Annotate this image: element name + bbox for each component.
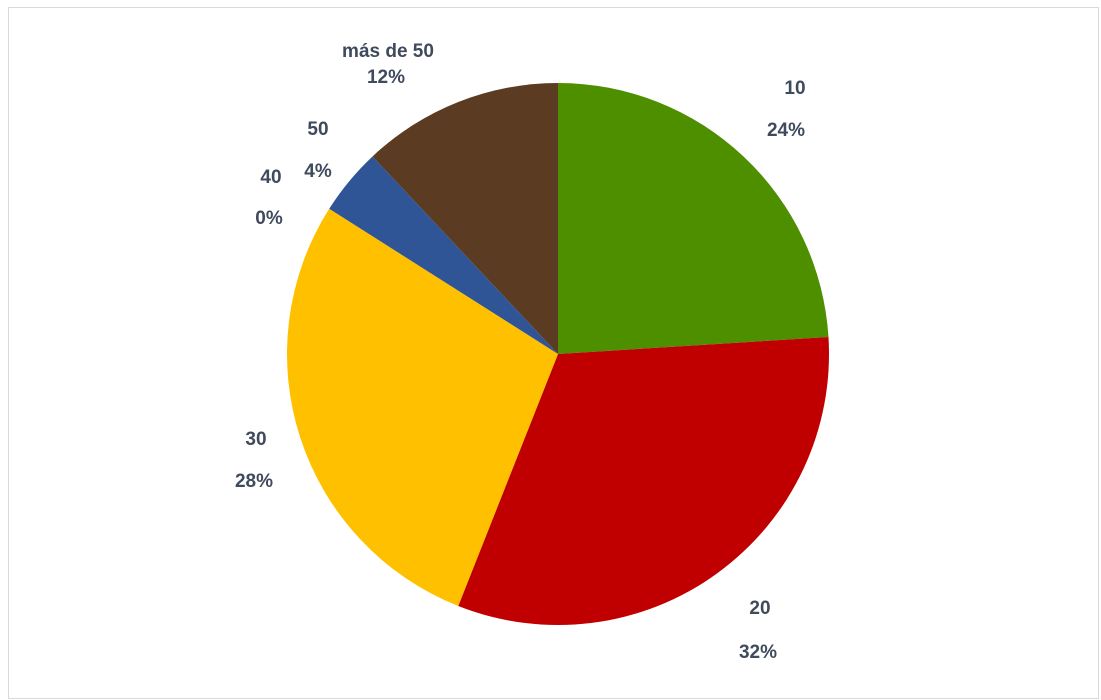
pie-slice-mas-de-50 [372, 83, 558, 354]
label-category-10: 10 [784, 78, 805, 99]
pie-slice-10 [558, 82, 829, 354]
label-percent-mas-de-50: 12% [367, 67, 405, 88]
label-category-mas-de-50: más de 50 [342, 41, 434, 62]
label-percent-30: 28% [235, 471, 273, 492]
label-percent-50: 4% [304, 161, 332, 182]
pie-labels: 10 24% 20 32% 30 28% 40 0% 50 4% más de … [235, 41, 806, 663]
label-category-50: 50 [307, 119, 328, 140]
label-category-40: 40 [260, 167, 281, 188]
pie-slice-20 [458, 336, 830, 626]
label-percent-40: 0% [255, 208, 283, 229]
pie-slices [287, 82, 830, 626]
label-percent-10: 24% [767, 120, 805, 141]
label-category-30: 30 [245, 429, 266, 450]
label-percent-20: 32% [739, 642, 777, 663]
pie-slice-30 [287, 208, 558, 606]
pie-slice-50 [329, 156, 558, 354]
label-category-20: 20 [749, 598, 770, 619]
